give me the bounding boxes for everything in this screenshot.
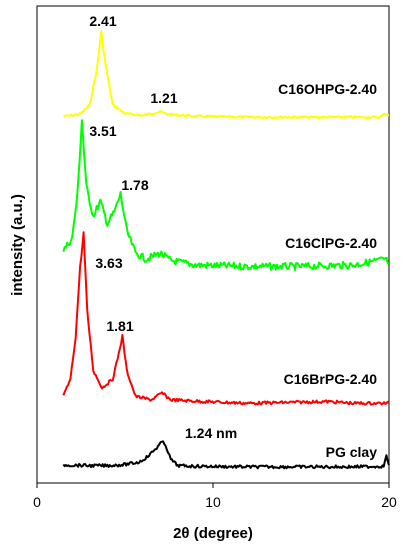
peak-label-black-1: 1.24 nm bbox=[185, 425, 237, 441]
y-axis-label: intensity (a.u.) bbox=[9, 194, 26, 296]
peak-label-yellow-1: 2.41 bbox=[89, 13, 116, 29]
curve-c16clpg-2-40 bbox=[62, 119, 390, 271]
curve-label-pg-clay: PG clay bbox=[326, 444, 378, 460]
curve-label-c16brpg: C16BrPG-2.40 bbox=[284, 371, 378, 387]
curve-label-c16ohpg: C16OHPG-2.40 bbox=[278, 81, 377, 97]
curves-group bbox=[62, 30, 390, 470]
curve-pg-clay bbox=[62, 440, 390, 470]
peak-label-yellow-2: 1.21 bbox=[150, 90, 177, 106]
curve-c16ohpg-2-40 bbox=[63, 30, 389, 120]
peak-label-red-2: 1.81 bbox=[106, 318, 133, 334]
x-tick-label-10: 10 bbox=[205, 494, 221, 510]
peak-label-green-1: 3.51 bbox=[89, 123, 116, 139]
curve-c16brpg-2-40 bbox=[62, 231, 390, 406]
x-tick-label-0: 0 bbox=[33, 494, 41, 510]
x-axis-label: 2θ (degree) bbox=[173, 525, 253, 542]
peak-label-green-2: 1.78 bbox=[121, 177, 148, 193]
peak-label-red-1: 3.63 bbox=[95, 255, 122, 271]
curve-label-c16clpg: C16ClPG-2.40 bbox=[285, 235, 377, 251]
x-tick-label-20: 20 bbox=[381, 494, 397, 510]
